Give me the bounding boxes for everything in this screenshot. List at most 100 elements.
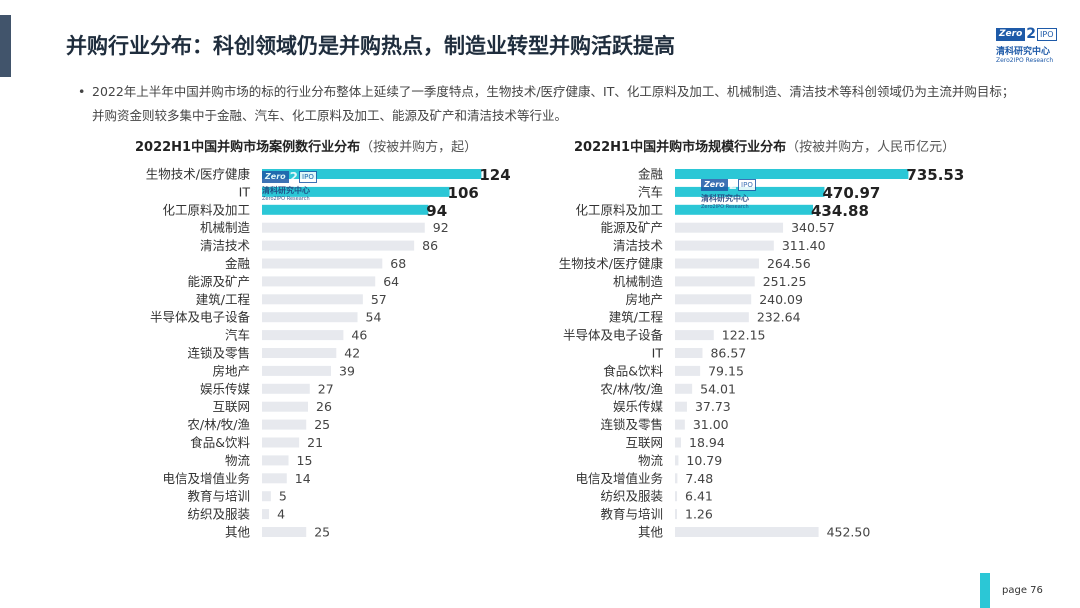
- case-value-label: 39: [339, 363, 355, 378]
- size-value-label: 6.41: [685, 489, 713, 504]
- case-bar: [262, 419, 307, 430]
- case-value-label: 5: [279, 489, 287, 504]
- right-chart-title-main: 2022H1中国并购市场规模行业分布: [574, 140, 787, 155]
- case-category-label: 生物技术/医疗健康: [146, 167, 251, 182]
- size-value-label: 54.01: [700, 381, 736, 396]
- size-category-label: 汽车: [638, 184, 663, 199]
- size-value-label: 79.15: [708, 363, 744, 378]
- size-value-label: 18.94: [689, 435, 725, 450]
- logo-ipo: IPO: [1037, 27, 1057, 41]
- case-category-label: 连锁及零售: [187, 346, 250, 361]
- bullet-dot: •: [78, 84, 86, 99]
- size-bar: [675, 294, 752, 305]
- size-bar: [675, 348, 703, 358]
- size-category-label: 机械制造: [613, 274, 664, 289]
- case-value-label: 26: [316, 399, 332, 414]
- size-bar: [675, 169, 909, 179]
- page-number-bar: [980, 573, 990, 608]
- case-category-label: 半导体及电子设备: [150, 310, 251, 325]
- size-category-label: IT: [652, 346, 664, 361]
- size-bar: [675, 527, 819, 537]
- size-category-label: 连锁及零售: [600, 417, 663, 432]
- left-chart-title: 2022H1中国并购市场案例数行业分布（按被并购方，起）: [135, 136, 477, 155]
- size-value-label: 340.57: [791, 220, 835, 235]
- case-value-label: 27: [318, 381, 334, 396]
- left-chart-unit: （按被并购方，起）: [360, 140, 478, 155]
- case-bar: [262, 258, 383, 269]
- wm-en: Zero2IPO Research: [701, 204, 749, 210]
- case-category-label: 金融: [225, 256, 251, 271]
- case-bar: [262, 204, 429, 215]
- case-value-label: 4: [277, 507, 285, 522]
- case-value-label: 54: [366, 310, 382, 325]
- size-value-label: 86.57: [710, 346, 746, 361]
- size-value-label: 251.25: [763, 274, 807, 289]
- size-category-label: 其他: [638, 525, 664, 540]
- size-value-label: 37.73: [695, 399, 731, 414]
- case-value-label: 21: [307, 435, 323, 450]
- case-category-label: IT: [239, 184, 251, 199]
- size-bar: [675, 330, 714, 341]
- logo-digit: 2: [1026, 26, 1037, 42]
- summary-text: 2022年上半年中国并购市场的标的行业分布整体上延续了一季度特点，生物技术/医疗…: [92, 84, 1015, 123]
- case-category-label: 食品&饮料: [190, 435, 250, 450]
- size-category-label: 能源及矿产: [600, 220, 663, 235]
- case-bar: [262, 491, 271, 502]
- size-value-label: 31.00: [693, 417, 729, 432]
- size-category-label: 物流: [638, 453, 664, 468]
- wm-ipo: IPO: [738, 179, 756, 191]
- case-bar: [262, 455, 289, 466]
- case-bar: [262, 401, 308, 412]
- case-value-label: 106: [448, 184, 479, 202]
- size-value-label: 10.79: [686, 453, 722, 468]
- wm-digit: 2: [289, 170, 299, 184]
- size-value-label: 264.56: [767, 256, 811, 271]
- case-bar: [262, 294, 363, 305]
- size-category-label: 电信及增值业务: [575, 471, 663, 486]
- size-bar: [675, 419, 685, 430]
- size-category-label: 互联网: [625, 435, 663, 450]
- wm-cn: 清科研究中心: [262, 186, 310, 195]
- size-bar: [675, 365, 701, 376]
- size-category-label: 清洁技术: [613, 238, 664, 253]
- page-number: page 76: [1002, 585, 1043, 596]
- size-category-label: 化工原料及加工: [575, 202, 663, 217]
- size-bar: [675, 276, 755, 287]
- title-accent-bar: [0, 15, 11, 77]
- case-category-label: 化工原料及加工: [162, 202, 250, 217]
- summary-bullet: • 2022年上半年中国并购市场的标的行业分布整体上延续了一季度特点，生物技术/…: [78, 80, 1017, 128]
- size-bar: [675, 509, 677, 520]
- size-bar: [675, 312, 749, 323]
- case-category-label: 清洁技术: [200, 238, 251, 253]
- size-value-label: 122.15: [722, 328, 766, 343]
- case-value-label: 46: [351, 328, 367, 343]
- case-bar: [262, 383, 310, 394]
- size-value-label: 434.88: [811, 202, 869, 220]
- case-bar: [262, 473, 287, 484]
- case-value-label: 42: [344, 346, 360, 361]
- deal-size-bar-chart: 金融 735.53 汽车 470.97 化工原料及加工 434.88 能源及矿产 340.57…: [559, 166, 965, 540]
- case-category-label: 农/林/牧/渔: [187, 417, 250, 432]
- right-chart-unit: （按被并购方，人民币亿元）: [786, 140, 956, 155]
- logo-brand: Zero: [996, 27, 1026, 41]
- size-category-label: 半导体及电子设备: [563, 328, 664, 343]
- case-bar: [262, 186, 450, 197]
- size-category-label: 房地产: [625, 292, 663, 307]
- case-category-label: 电信及增值业务: [162, 471, 250, 486]
- case-value-label: 15: [297, 453, 313, 468]
- size-bar: [675, 473, 678, 484]
- case-category-label: 建筑/工程: [196, 292, 251, 307]
- wm-brand: Zero: [262, 171, 289, 183]
- case-category-label: 能源及矿产: [187, 274, 250, 289]
- size-category-label: 教育与培训: [600, 507, 663, 522]
- case-value-label: 68: [390, 256, 406, 271]
- size-bar: [675, 222, 784, 233]
- case-value-label: 25: [314, 525, 330, 540]
- case-bar: [262, 312, 358, 323]
- size-bar: [675, 491, 678, 502]
- case-category-label: 互联网: [212, 399, 250, 414]
- size-value-label: 7.48: [685, 471, 713, 486]
- left-chart-watermark: Zero 2 IPO 清科研究中心 Zero2IPO Research: [262, 170, 336, 208]
- size-category-label: 纺织及服装: [600, 489, 663, 504]
- case-bar: [262, 527, 307, 537]
